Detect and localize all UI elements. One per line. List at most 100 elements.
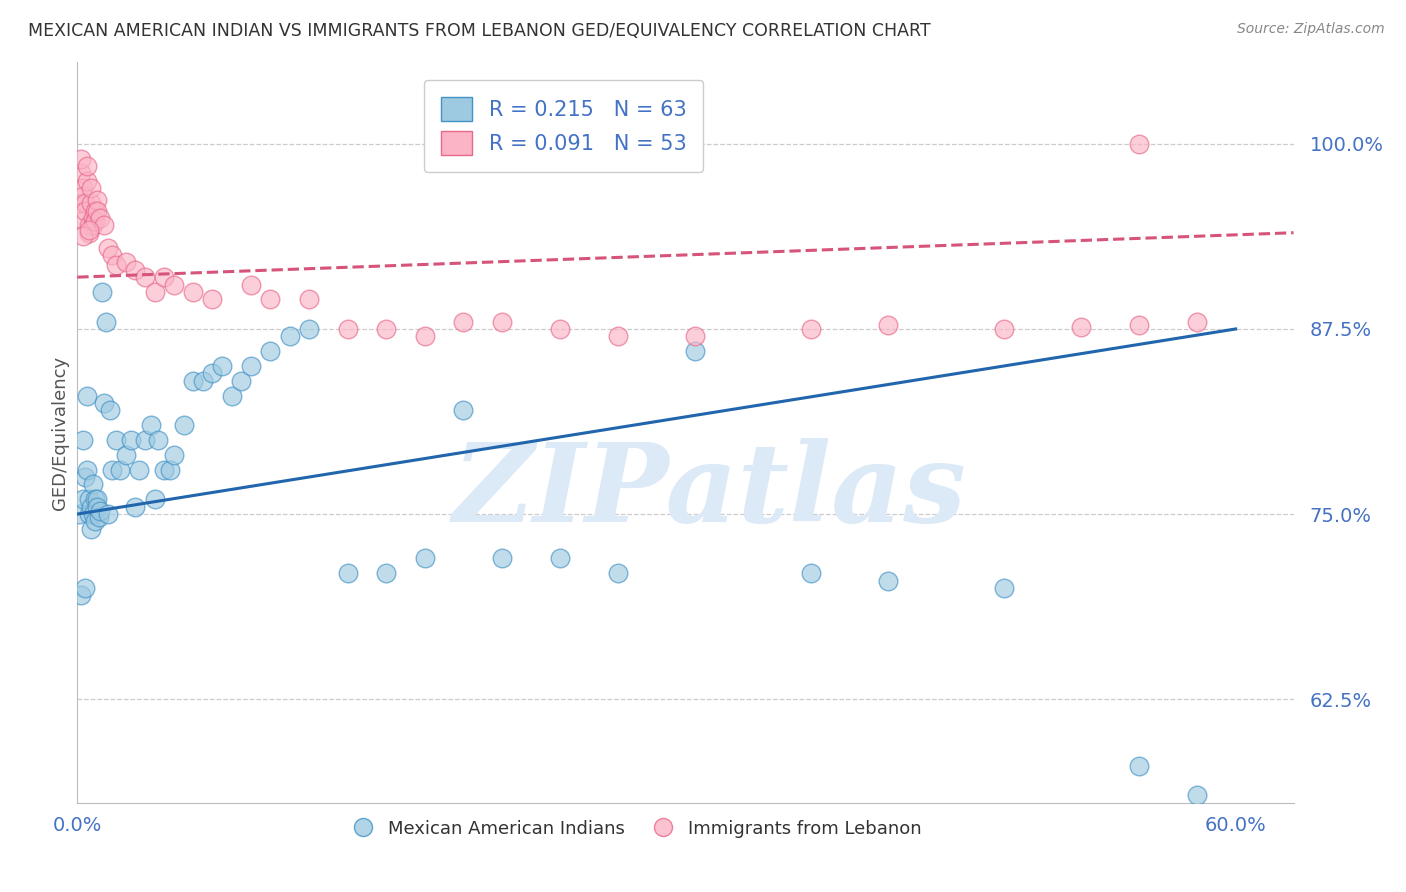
Point <box>548 551 571 566</box>
Point <box>606 566 628 581</box>
Point <box>67 196 90 211</box>
Point <box>80 500 103 514</box>
Point <box>70 166 93 180</box>
Point <box>72 188 94 202</box>
Point <box>73 196 96 211</box>
Point <box>453 315 475 329</box>
Point <box>173 418 195 433</box>
Point <box>336 322 359 336</box>
Point <box>86 203 108 218</box>
Point <box>221 389 243 403</box>
Point <box>70 589 93 603</box>
Point <box>67 507 90 521</box>
Point <box>83 214 105 228</box>
Point <box>181 285 204 299</box>
Point <box>993 322 1015 336</box>
Point <box>101 248 124 262</box>
Point <box>97 240 120 255</box>
Point <box>453 403 475 417</box>
Point <box>134 270 156 285</box>
Point <box>77 226 100 240</box>
Point <box>82 219 104 233</box>
Point <box>80 181 103 195</box>
Point <box>201 293 224 307</box>
Point <box>413 551 436 566</box>
Point <box>375 566 398 581</box>
Point <box>86 492 108 507</box>
Point <box>83 492 105 507</box>
Point <box>120 433 142 447</box>
Point <box>800 566 823 581</box>
Point <box>76 463 98 477</box>
Point <box>143 285 166 299</box>
Point <box>548 322 571 336</box>
Point <box>259 344 281 359</box>
Point <box>108 463 131 477</box>
Point <box>1070 320 1092 334</box>
Point <box>683 344 706 359</box>
Point <box>375 322 398 336</box>
Text: Source: ZipAtlas.com: Source: ZipAtlas.com <box>1237 22 1385 37</box>
Point <box>1185 789 1208 803</box>
Point <box>413 329 436 343</box>
Point <box>491 551 513 566</box>
Point <box>82 211 104 225</box>
Point <box>139 418 162 433</box>
Point <box>77 219 100 233</box>
Legend: Mexican American Indians, Immigrants from Lebanon: Mexican American Indians, Immigrants fro… <box>344 812 929 846</box>
Point <box>98 403 121 417</box>
Point <box>93 219 115 233</box>
Point <box>72 433 94 447</box>
Point <box>231 374 253 388</box>
Point <box>83 515 105 529</box>
Point <box>153 463 176 477</box>
Point <box>606 329 628 343</box>
Point <box>89 211 111 225</box>
Point <box>993 581 1015 595</box>
Point <box>91 285 114 299</box>
Point <box>201 367 224 381</box>
Point <box>76 389 98 403</box>
Point <box>93 396 115 410</box>
Point <box>67 211 90 225</box>
Point <box>70 152 93 166</box>
Text: MEXICAN AMERICAN INDIAN VS IMMIGRANTS FROM LEBANON GED/EQUIVALENCY CORRELATION C: MEXICAN AMERICAN INDIAN VS IMMIGRANTS FR… <box>28 22 931 40</box>
Point <box>800 322 823 336</box>
Point <box>104 433 127 447</box>
Point <box>83 203 105 218</box>
Point <box>336 566 359 581</box>
Point <box>96 315 118 329</box>
Point <box>76 174 98 188</box>
Point <box>259 293 281 307</box>
Point <box>181 374 204 388</box>
Point <box>877 574 900 588</box>
Point <box>143 492 166 507</box>
Point <box>128 463 150 477</box>
Point <box>72 492 94 507</box>
Point <box>82 507 104 521</box>
Point <box>104 258 127 272</box>
Point <box>240 359 263 373</box>
Point <box>159 463 181 477</box>
Point <box>77 223 100 237</box>
Text: ZIPatlas: ZIPatlas <box>453 438 967 546</box>
Point <box>73 581 96 595</box>
Point <box>73 470 96 484</box>
Point <box>1185 315 1208 329</box>
Point <box>240 277 263 292</box>
Point <box>148 433 170 447</box>
Point <box>1128 318 1150 332</box>
Point <box>1128 136 1150 151</box>
Point <box>86 193 108 207</box>
Point <box>72 181 94 195</box>
Point <box>87 510 110 524</box>
Point <box>163 448 186 462</box>
Point <box>77 507 100 521</box>
Point <box>77 492 100 507</box>
Point <box>134 433 156 447</box>
Point <box>211 359 233 373</box>
Point <box>86 500 108 514</box>
Point <box>82 477 104 491</box>
Point <box>491 315 513 329</box>
Point <box>72 228 94 243</box>
